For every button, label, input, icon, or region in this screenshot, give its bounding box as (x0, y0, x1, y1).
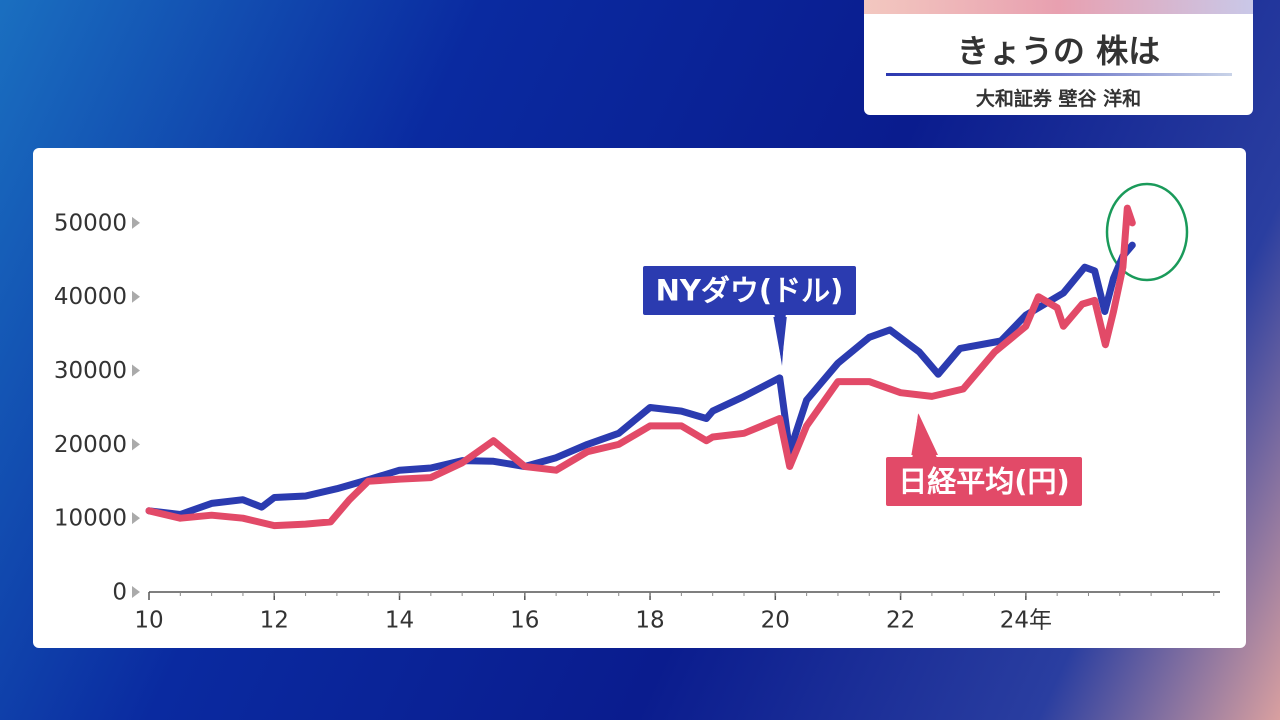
callout-pointer-fill (912, 414, 938, 460)
x-tick-label: 10 (134, 608, 163, 634)
x-tick-label: 24年 (1000, 608, 1052, 634)
rule (886, 73, 1232, 76)
y-tick-label: 50000 (54, 210, 127, 236)
y-tick-label: 30000 (54, 358, 127, 384)
y-tick-mark (132, 216, 140, 229)
x-tick-label: 12 (260, 608, 289, 634)
highlight-circle (1105, 182, 1189, 282)
y-tick-label: 20000 (54, 432, 127, 458)
y-tick-mark (132, 586, 140, 598)
y-tick-mark (132, 290, 140, 303)
chart-card (33, 148, 1246, 648)
y-tick-label: 10000 (54, 506, 127, 532)
callout-pointer-fill (774, 312, 786, 366)
y-tick-mark (132, 364, 140, 377)
title-panel: きょうの 株は 大和証券 壁谷 洋和 (864, 0, 1253, 115)
y-tick-label: 0 (112, 580, 127, 606)
x-tick-label: 14 (385, 608, 414, 634)
series-line (145, 204, 1136, 530)
x-tick-label: 18 (635, 608, 664, 634)
program-title: きょうの 株は (956, 32, 1161, 70)
callout-box (884, 455, 1084, 508)
y-tick-label: 40000 (54, 284, 127, 310)
legend-label: 日経平均(円) (898, 465, 1070, 499)
guest-name: 大和証券 壁谷 洋和 (975, 88, 1142, 110)
y-tick-mark (132, 512, 140, 525)
y-tick-mark (132, 438, 140, 451)
stripe (864, 0, 1253, 14)
callout-box (641, 264, 858, 317)
x-tick-label: 20 (761, 608, 790, 634)
x-tick-label: 22 (886, 608, 915, 634)
legend-label: NYダウ(ドル) (656, 274, 844, 308)
x-tick-label: 16 (510, 608, 539, 634)
